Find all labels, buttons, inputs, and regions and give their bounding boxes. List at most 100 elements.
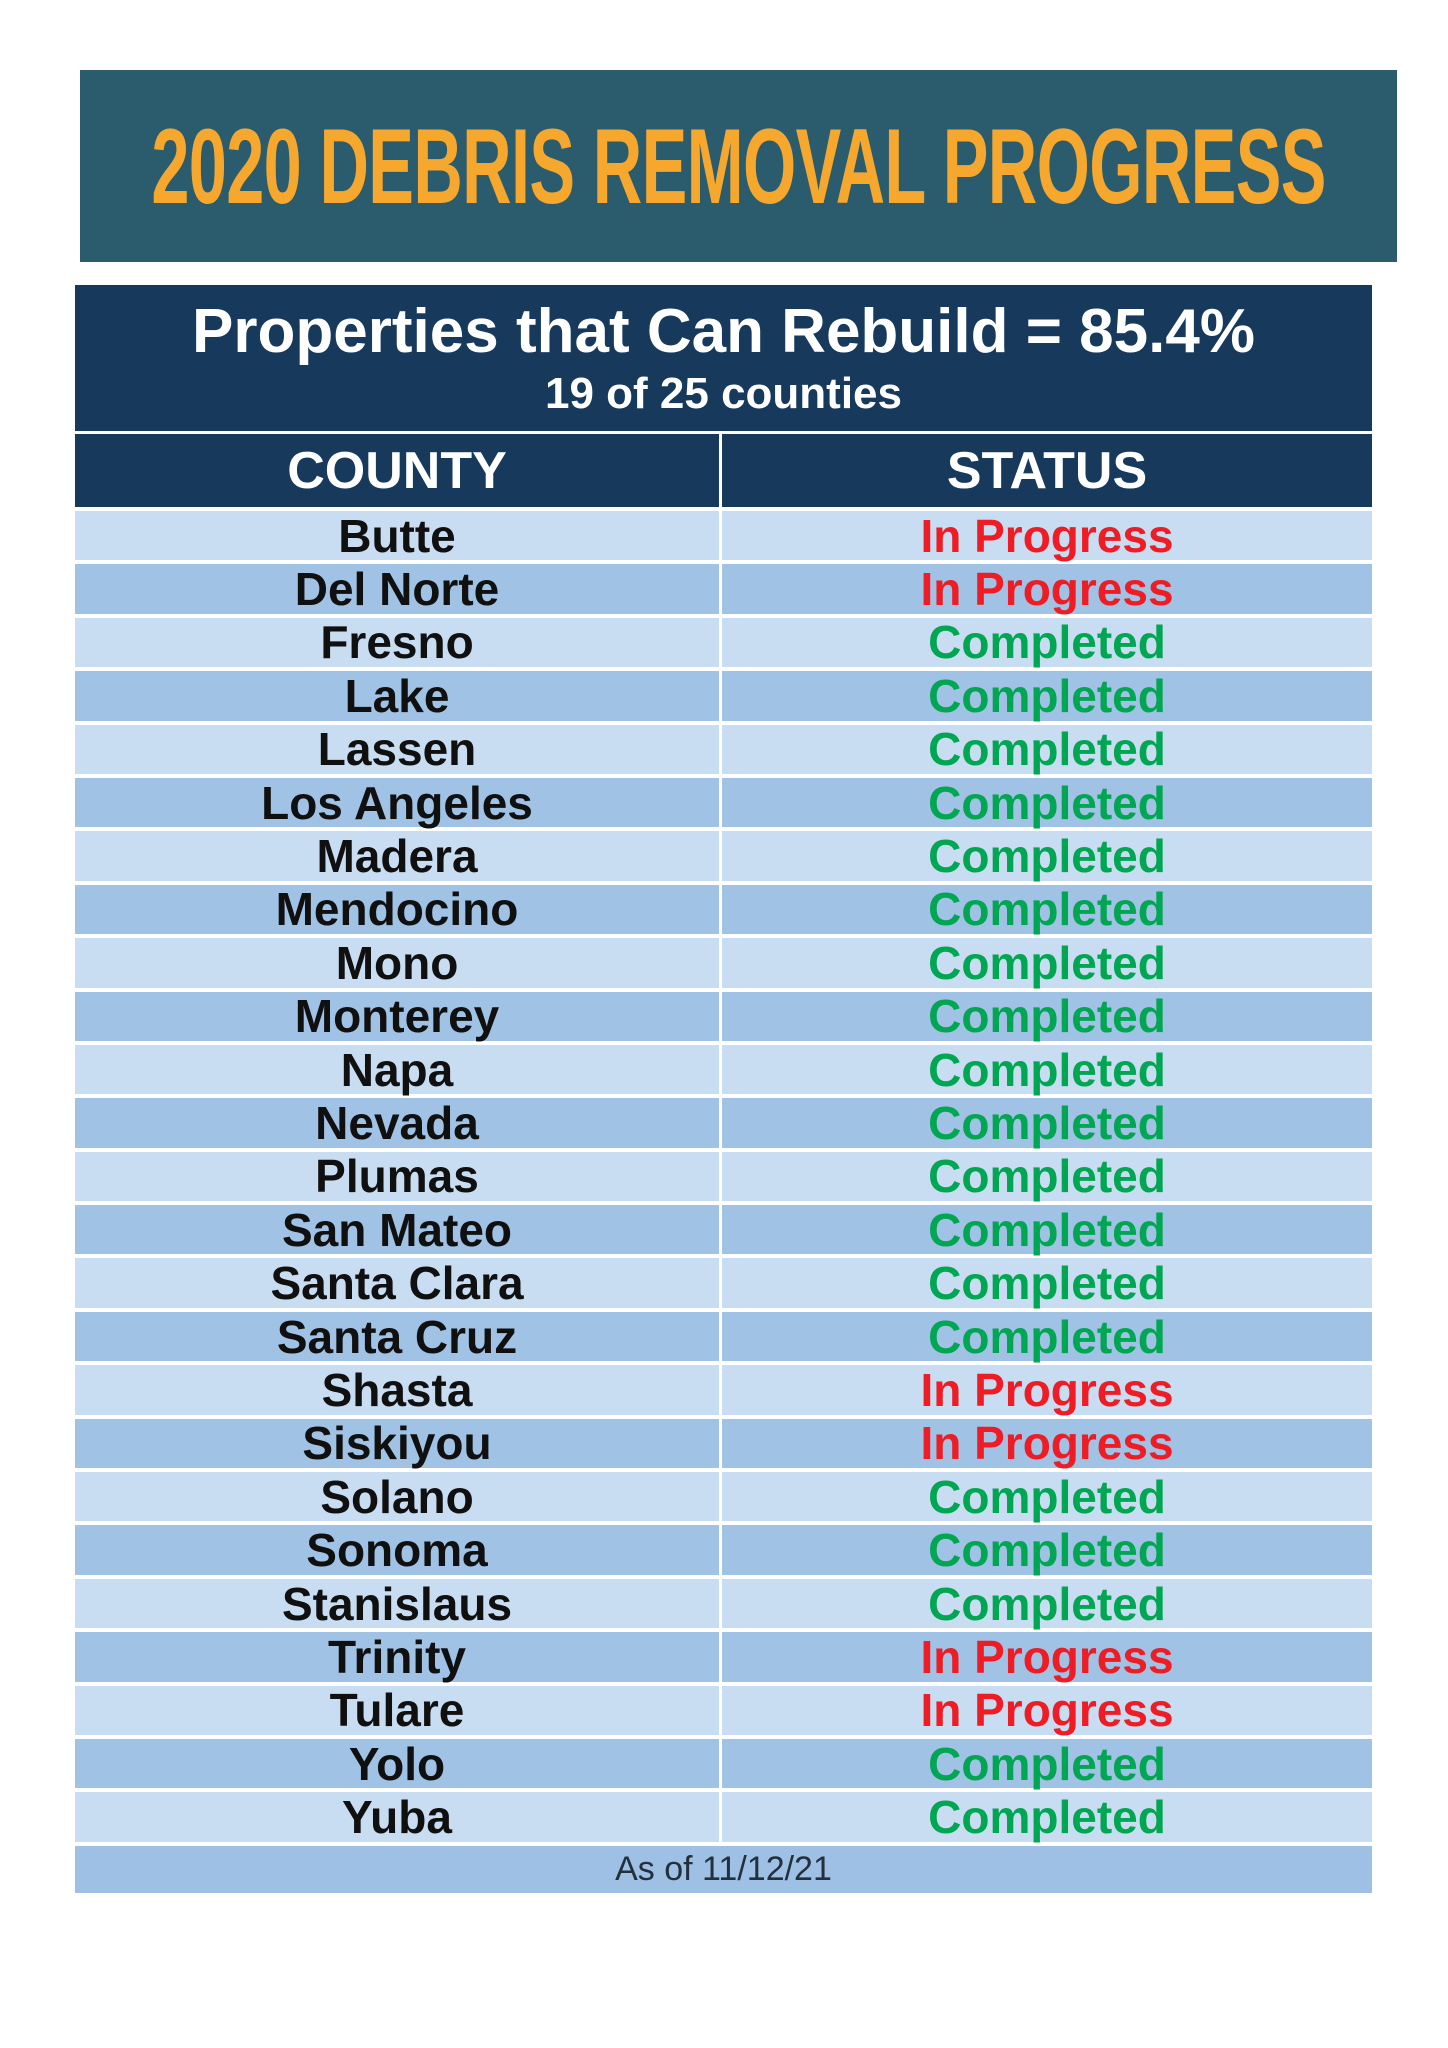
status-cell: Completed [928, 1257, 1166, 1310]
table-row: Santa Clara Completed [75, 1257, 1372, 1310]
column-divider [719, 1472, 722, 1522]
status-cell: Completed [928, 1737, 1166, 1790]
table-row: Napa Completed [75, 1043, 1372, 1096]
title-banner: 2020 DEBRIS REMOVAL PROGRESS [80, 70, 1397, 262]
table-row: Mendocino Completed [75, 883, 1372, 936]
column-divider [719, 1311, 722, 1362]
status-cell: In Progress [920, 1684, 1174, 1737]
table-row: Solano Completed [75, 1470, 1372, 1523]
county-cell: Trinity [327, 1630, 467, 1683]
column-divider [719, 724, 722, 774]
column-divider [719, 884, 722, 935]
status-cell: Completed [928, 1524, 1166, 1577]
status-cell: Completed [928, 1470, 1166, 1523]
status-cell: Completed [928, 1310, 1166, 1363]
table-row: Del Norte In Progress [75, 563, 1372, 616]
status-cell: In Progress [920, 1363, 1174, 1416]
column-divider [719, 1044, 722, 1095]
table-row: Siskiyou In Progress [75, 1417, 1372, 1470]
county-cell: Madera [316, 830, 478, 883]
county-cell: Lake [344, 669, 450, 722]
table-row: Yolo Completed [75, 1737, 1372, 1790]
table-body: Butte In Progress Del Norte In Progress Fres… [75, 509, 1372, 1893]
column-header-status: STATUS [946, 441, 1148, 500]
status-cell: Completed [928, 669, 1166, 722]
table-row: Madera Completed [75, 830, 1372, 883]
column-divider [719, 777, 722, 828]
column-divider [719, 1525, 722, 1575]
table-row: Los Angeles Completed [75, 776, 1372, 829]
column-divider [719, 434, 722, 507]
status-cell: Completed [928, 723, 1166, 776]
status-cell: Completed [928, 990, 1166, 1043]
county-cell: Monterey [294, 990, 500, 1043]
table-row: Lassen Completed [75, 723, 1372, 776]
table-row: Monterey Completed [75, 990, 1372, 1043]
county-cell: Siskiyou [302, 1417, 492, 1470]
county-cell: Yuba [342, 1791, 452, 1844]
as-of-date: As of 11/12/21 [615, 1849, 832, 1888]
column-divider [719, 1418, 722, 1469]
county-cell: Mendocino [275, 883, 519, 936]
table-row: Sonoma Completed [75, 1524, 1372, 1577]
summary-header: Properties that Can Rebuild = 85.4% 19 o… [75, 285, 1372, 431]
county-cell: Plumas [315, 1150, 479, 1203]
county-cell: Mono [335, 936, 459, 989]
column-divider [719, 991, 722, 1041]
county-cell: Santa Clara [270, 1257, 524, 1310]
column-divider [719, 1685, 722, 1735]
table-row: Nevada Completed [75, 1097, 1372, 1149]
summary-subline: 19 of 25 counties [544, 369, 902, 418]
county-cell: Stanislaus [281, 1577, 513, 1630]
county-cell: Sonoma [306, 1524, 488, 1577]
status-cell: Completed [928, 883, 1166, 936]
table-row: Mono Completed [75, 936, 1372, 989]
status-cell: Completed [928, 776, 1166, 829]
county-cell: Los Angeles [261, 776, 533, 829]
table-row: Tulare In Progress [75, 1684, 1372, 1737]
column-divider [719, 831, 722, 881]
page-title: 2020 DEBRIS REMOVAL PROGRESS [151, 106, 1326, 226]
table-row: Stanislaus Completed [75, 1577, 1372, 1630]
status-cell: Completed [928, 1043, 1166, 1096]
column-divider [719, 617, 722, 668]
column-divider [719, 1151, 722, 1202]
table-row: Santa Cruz Completed [75, 1310, 1372, 1363]
column-divider [719, 1792, 722, 1842]
county-cell: Nevada [315, 1097, 479, 1149]
county-cell: Shasta [321, 1363, 473, 1416]
table-row: Plumas Completed [75, 1150, 1372, 1203]
table-row: Trinity In Progress [75, 1630, 1372, 1683]
column-divider [719, 1205, 722, 1255]
status-cell: In Progress [920, 563, 1174, 616]
table-header-row: COUNTY STATUS [75, 434, 1372, 507]
column-divider [719, 1578, 722, 1629]
column-divider [719, 511, 722, 561]
status-cell: In Progress [920, 1417, 1174, 1470]
table-row: Butte In Progress [75, 509, 1372, 562]
table-row: Shasta In Progress [75, 1363, 1372, 1416]
column-divider [719, 1365, 722, 1415]
status-cell: Completed [928, 1791, 1166, 1844]
column-divider [719, 1632, 722, 1682]
county-cell: Tulare [329, 1684, 465, 1737]
table-row: Lake Completed [75, 669, 1372, 722]
column-header-county: COUNTY [287, 441, 507, 500]
county-cell: Del Norte [294, 563, 500, 616]
table-row: Fresno Completed [75, 616, 1372, 669]
status-cell: Completed [928, 616, 1166, 669]
table-row: Yuba Completed [75, 1791, 1372, 1844]
status-cell: Completed [928, 1577, 1166, 1630]
status-cell: In Progress [920, 1630, 1174, 1683]
status-cell: In Progress [920, 509, 1174, 562]
county-cell: Lassen [317, 723, 477, 776]
county-cell: San Mateo [281, 1203, 513, 1256]
table-row: San Mateo Completed [75, 1203, 1372, 1256]
status-cell: Completed [928, 1203, 1166, 1256]
county-cell: Butte [338, 509, 456, 562]
status-cell: Completed [928, 936, 1166, 989]
status-cell: Completed [928, 1150, 1166, 1203]
column-divider [719, 1098, 722, 1148]
county-cell: Yolo [348, 1737, 446, 1790]
footer-row: As of 11/12/21 [75, 1845, 1372, 1893]
